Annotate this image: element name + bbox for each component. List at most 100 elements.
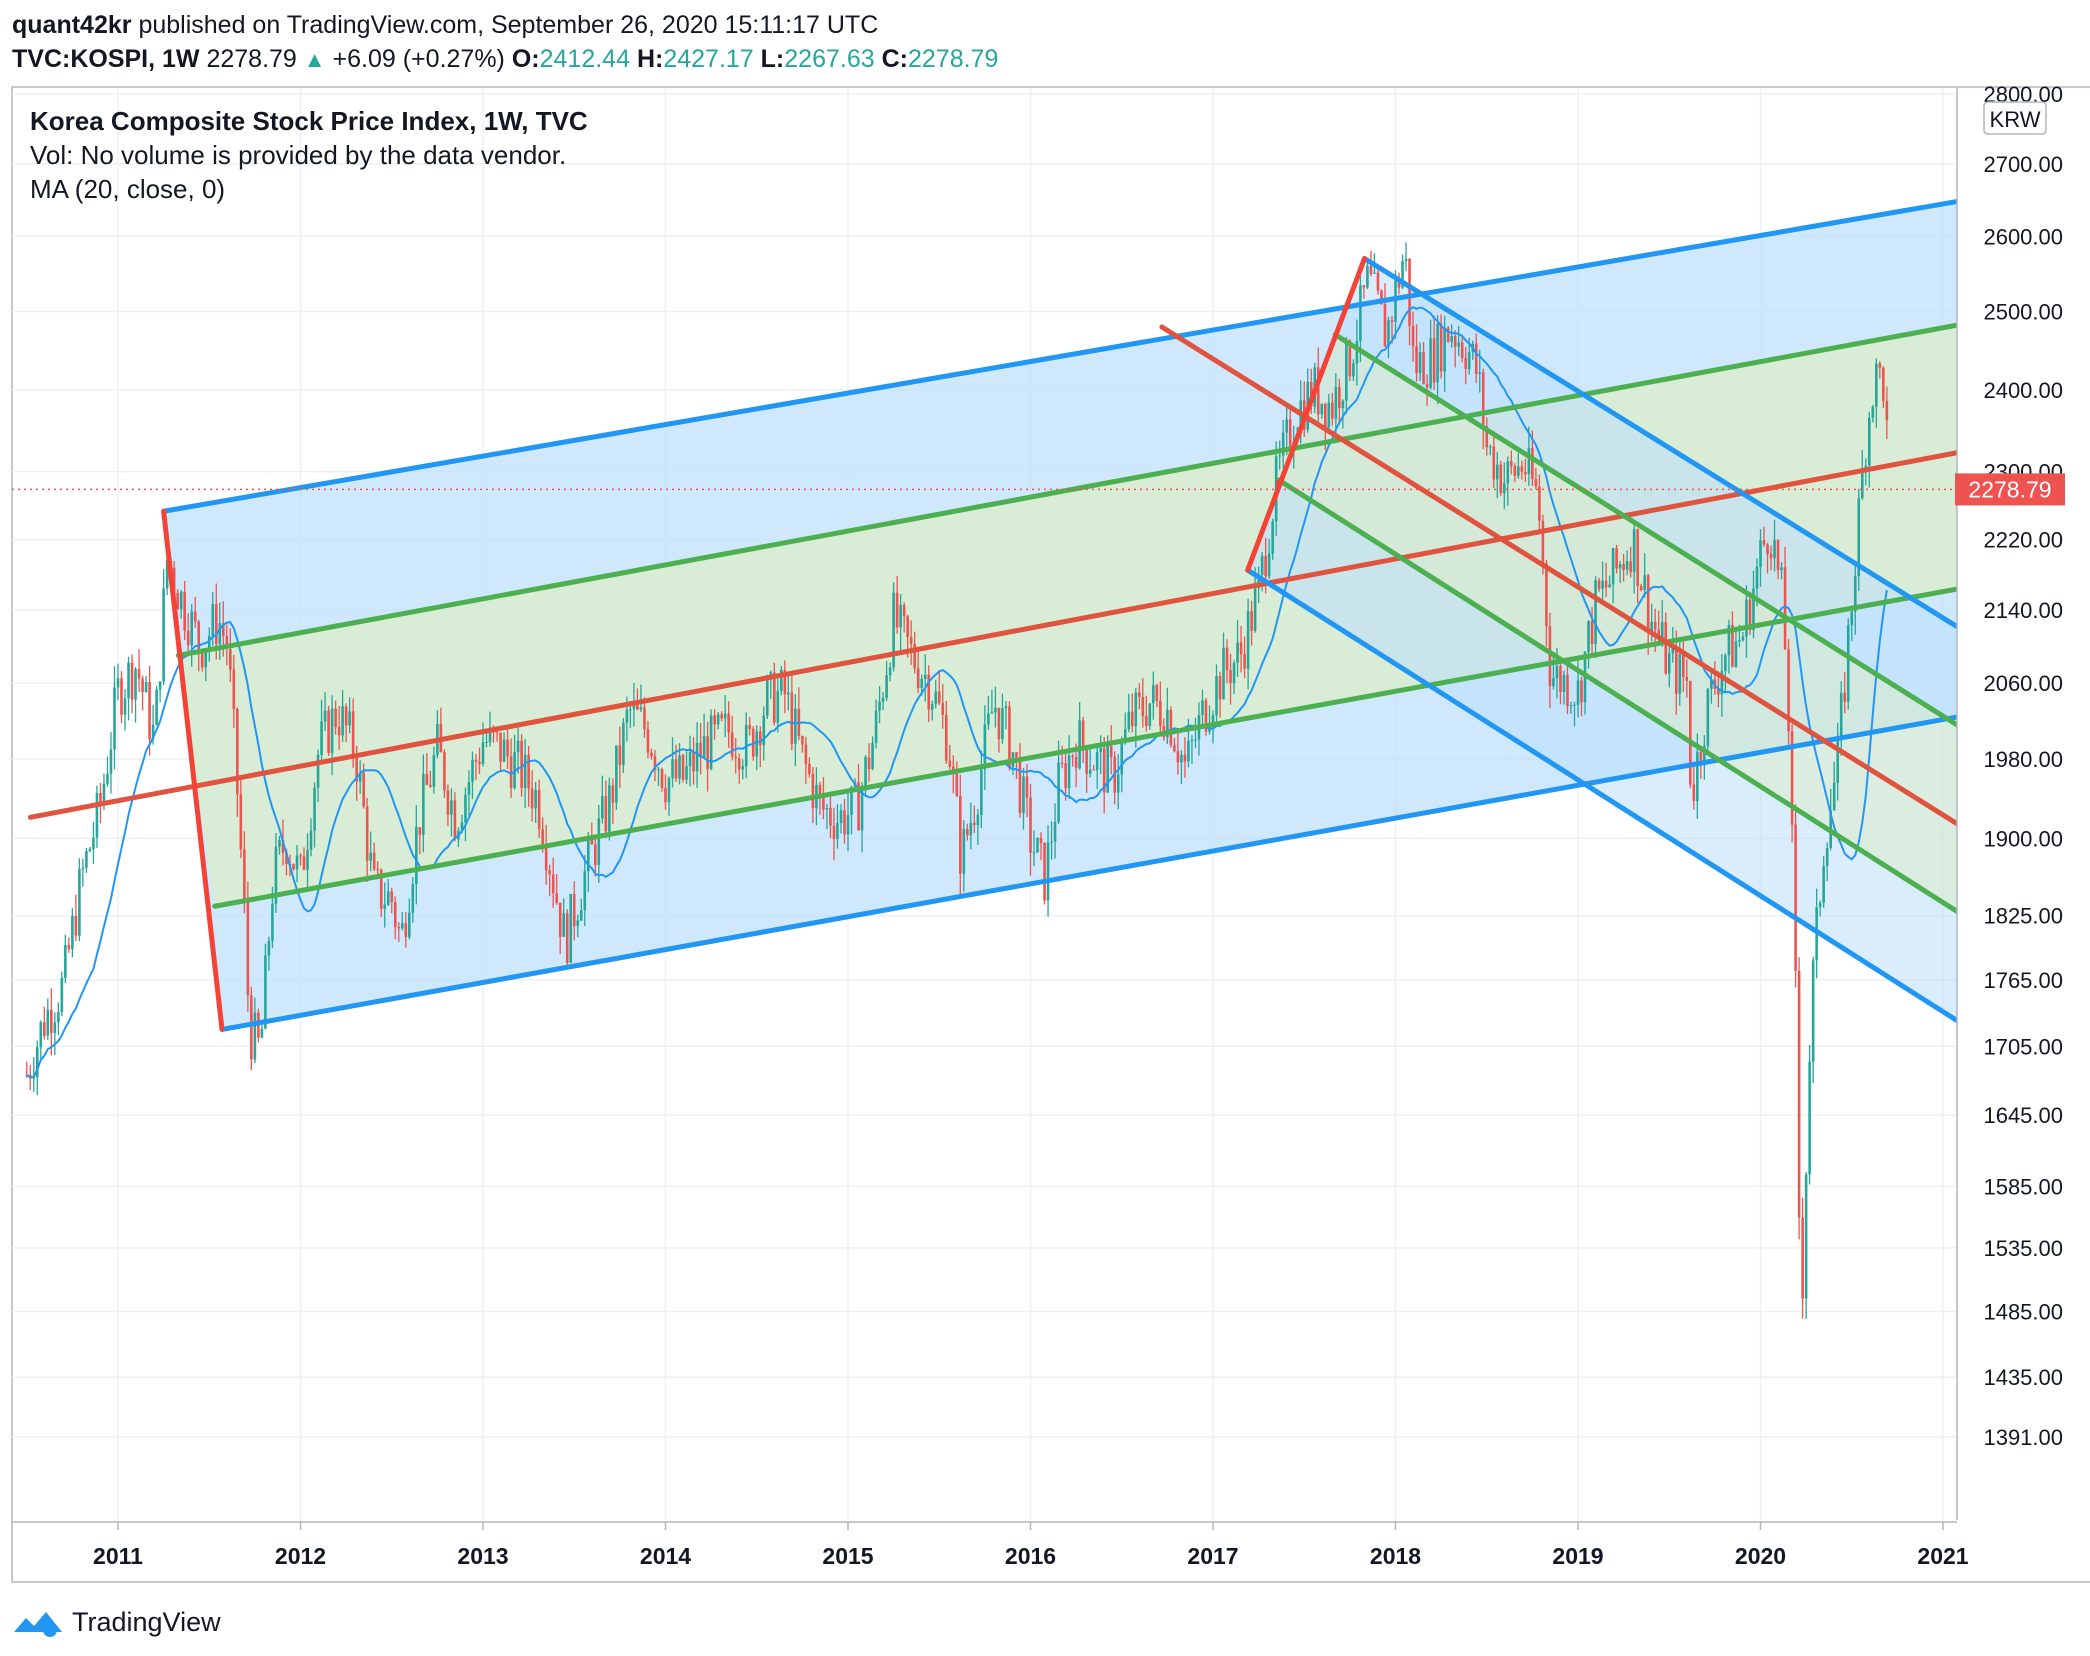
candle-body: [1159, 700, 1162, 727]
candle-body: [737, 758, 741, 770]
candle-body: [179, 591, 183, 610]
candle-body: [622, 722, 625, 766]
candle-body: [1573, 704, 1576, 706]
chart-legend[interactable]: Korea Composite Stock Price Index, 1W, T…: [30, 104, 588, 206]
candle-body: [1850, 611, 1854, 626]
candle-body: [60, 977, 64, 1013]
candle-body: [1527, 447, 1531, 475]
candle-body: [197, 621, 201, 651]
high-label: H:: [636, 45, 664, 73]
candle-body: [1166, 710, 1169, 738]
candle-body: [913, 643, 916, 669]
price-axis[interactable]: [1957, 88, 2090, 1506]
candle-body: [562, 913, 566, 937]
price-tick-label: 1535.00: [1983, 1236, 2063, 1261]
candle-body: [429, 784, 432, 787]
candle-body: [1204, 700, 1208, 732]
candle-body: [81, 867, 85, 870]
candle-body: [1531, 447, 1534, 480]
candle-body: [422, 773, 425, 835]
candle-body: [172, 567, 176, 594]
candle-body: [843, 810, 846, 835]
candle-body: [1681, 654, 1685, 677]
currency-badge[interactable]: KRW: [1983, 101, 2047, 135]
candle-body: [285, 852, 288, 864]
candle-body: [344, 706, 348, 726]
candle-body: [1422, 352, 1425, 385]
candle-body: [1615, 548, 1618, 569]
price-axis-ticks: 2800.002700.002600.002500.002400.002300.…: [1983, 82, 2063, 1450]
time-tick-label: 2012: [275, 1543, 326, 1569]
candle-body: [418, 827, 422, 835]
candle-body: [1629, 561, 1632, 573]
price-tick-label: 1705.00: [1983, 1034, 2063, 1059]
candle-body: [1843, 692, 1847, 702]
candle-body: [1022, 776, 1025, 813]
candle-body: [190, 611, 194, 646]
candle-body: [1071, 755, 1074, 757]
candle-body: [1130, 711, 1134, 727]
candle-body: [1604, 580, 1608, 588]
candle-body: [1074, 756, 1078, 769]
candle-body: [1081, 720, 1085, 750]
candle-body: [1099, 748, 1102, 752]
candle-body: [1467, 351, 1471, 370]
price-tick-label: 1585.00: [1983, 1174, 2063, 1199]
candle-body: [1643, 575, 1646, 591]
candle-body: [204, 649, 208, 668]
candle-body: [1492, 446, 1496, 480]
candle-body: [134, 669, 137, 700]
legend-ma: MA (20, close, 0): [30, 174, 226, 204]
candle-body: [1674, 647, 1678, 694]
candle-body: [955, 771, 959, 796]
candle-body: [1387, 320, 1390, 347]
candle-body: [1748, 599, 1752, 631]
candle-body: [615, 745, 618, 803]
candle-body: [1001, 708, 1004, 740]
footer[interactable]: TradingView: [12, 1602, 221, 1642]
candle-body: [1218, 675, 1222, 700]
low-label: L:: [760, 45, 785, 73]
publisher-name[interactable]: quant42kr: [12, 11, 132, 39]
candle-body: [586, 838, 590, 872]
candle-body: [608, 785, 611, 832]
candle-body: [1366, 265, 1369, 288]
candle-body: [650, 752, 653, 757]
candle-body: [1639, 585, 1643, 591]
candle-body: [762, 715, 766, 746]
candle-body: [295, 855, 299, 870]
candle-body: [1875, 363, 1878, 407]
candle-body: [1316, 367, 1320, 415]
candle-body: [1867, 417, 1871, 466]
candle-body: [1660, 622, 1664, 638]
publish-line: quant42kr published on TradingView.com, …: [12, 8, 998, 42]
candle-body: [383, 904, 387, 909]
last-price-label: 2278.79: [1968, 476, 2051, 502]
price-change: +6.09 (+0.27%): [332, 45, 505, 73]
candle-body: [1836, 737, 1840, 783]
candle-body: [881, 697, 885, 702]
candle-body: [639, 707, 643, 710]
candle-body: [937, 691, 941, 704]
candle-body: [351, 711, 355, 755]
candle-body: [499, 732, 502, 762]
candle-body: [1885, 401, 1889, 421]
candle-body: [450, 800, 453, 815]
candle-body: [106, 773, 109, 784]
candle-body: [555, 893, 559, 903]
candle-body: [278, 839, 281, 847]
legend-title: Korea Composite Stock Price Index, 1W, T…: [30, 106, 588, 136]
price-tick-label: 2500.00: [1983, 300, 2063, 325]
candle-body: [214, 604, 218, 645]
candle-body: [183, 591, 186, 631]
candle-body: [1780, 567, 1783, 571]
trend-lines[interactable]: [27, 193, 1992, 1044]
candle-body: [1267, 553, 1271, 577]
candle-body: [674, 759, 678, 779]
candle-body: [1288, 419, 1292, 450]
candle-body: [1359, 285, 1362, 341]
candle-body: [155, 689, 158, 725]
candle-body: [1825, 847, 1829, 867]
candle-body: [67, 945, 71, 950]
